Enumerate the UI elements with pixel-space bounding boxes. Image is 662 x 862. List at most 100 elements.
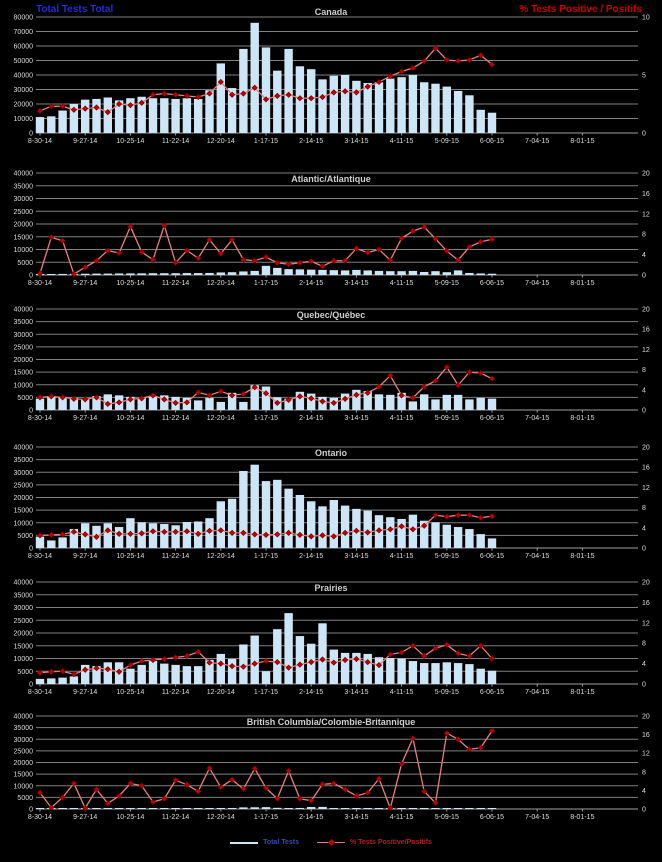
svg-text:10000: 10000 bbox=[14, 520, 34, 527]
legend-percent-positive-label: % Tests Positive/Positifs bbox=[349, 839, 432, 846]
bars-total-tests bbox=[35, 22, 497, 134]
svg-text:12-20-14: 12-20-14 bbox=[207, 138, 235, 145]
bars-total-tests bbox=[35, 265, 497, 275]
svg-text:30000: 30000 bbox=[14, 470, 34, 477]
line-percent-positive bbox=[36, 45, 496, 116]
svg-text:11-22-14: 11-22-14 bbox=[162, 280, 190, 287]
svg-text:5000: 5000 bbox=[17, 533, 33, 540]
svg-text:70000: 70000 bbox=[14, 29, 34, 36]
svg-text:11-22-14: 11-22-14 bbox=[162, 553, 190, 560]
x-axis-labels: 8-30-14 9-27-14 10-25-14 11-22-14 12-20-14 1-… bbox=[28, 410, 595, 422]
svg-text:0: 0 bbox=[642, 273, 646, 280]
svg-text:3-14-15: 3-14-15 bbox=[344, 814, 368, 821]
svg-text:6-06-15: 6-06-15 bbox=[480, 280, 504, 287]
svg-text:35000: 35000 bbox=[14, 319, 34, 326]
svg-text:2-14-15: 2-14-15 bbox=[299, 553, 323, 560]
svg-text:4: 4 bbox=[642, 788, 646, 795]
svg-text:40000: 40000 bbox=[14, 171, 34, 178]
svg-text:30000: 30000 bbox=[14, 605, 34, 612]
svg-text:8-30-14: 8-30-14 bbox=[28, 138, 52, 145]
svg-text:35000: 35000 bbox=[14, 725, 34, 732]
x-axis-labels: 8-30-14 9-27-14 10-25-14 11-22-14 12-20-14 1-… bbox=[28, 684, 595, 696]
svg-text:0: 0 bbox=[29, 682, 33, 689]
svg-text:15000: 15000 bbox=[14, 234, 34, 241]
panel-title-canada: Canada bbox=[314, 7, 348, 17]
diamond-marker-icon bbox=[327, 838, 336, 847]
svg-text:2-14-15: 2-14-15 bbox=[299, 814, 323, 821]
svg-text:20000: 20000 bbox=[14, 102, 34, 109]
x-axis-labels: 8-30-14 9-27-14 10-25-14 11-22-14 12-20-14 1-… bbox=[28, 809, 595, 821]
svg-text:7-04-15: 7-04-15 bbox=[525, 814, 549, 821]
svg-text:5-09-15: 5-09-15 bbox=[435, 280, 459, 287]
panel-title-bc: British Columbia/Colombie-Britannique bbox=[246, 717, 416, 727]
legend-item-total-tests: Total Tests bbox=[230, 839, 299, 846]
left-axis-header: Total Tests Total bbox=[36, 4, 114, 15]
svg-text:16: 16 bbox=[642, 191, 650, 198]
panel-title-prairies: Prairies bbox=[314, 583, 348, 593]
svg-text:3-14-15: 3-14-15 bbox=[344, 280, 368, 287]
svg-text:8-30-14: 8-30-14 bbox=[28, 415, 52, 422]
svg-text:12-20-14: 12-20-14 bbox=[207, 814, 235, 821]
svg-text:5-09-15: 5-09-15 bbox=[435, 415, 459, 422]
right-axis-labels: 20 16 12 8 4 0 bbox=[642, 171, 650, 280]
left-axis-labels: 40000 35000 30000 25000 20000 15000 10000 5000 0 bbox=[14, 580, 34, 689]
svg-text:30000: 30000 bbox=[14, 737, 34, 744]
svg-text:1-17-15: 1-17-15 bbox=[254, 415, 278, 422]
line-percent-positive bbox=[36, 641, 496, 678]
svg-text:9-27-14: 9-27-14 bbox=[73, 138, 97, 145]
svg-text:16: 16 bbox=[642, 465, 650, 472]
gridlines bbox=[36, 308, 638, 411]
svg-text:5000: 5000 bbox=[17, 395, 33, 402]
svg-text:4: 4 bbox=[642, 252, 646, 259]
svg-text:60000: 60000 bbox=[14, 44, 34, 51]
svg-text:2-14-15: 2-14-15 bbox=[299, 415, 323, 422]
svg-text:10-25-14: 10-25-14 bbox=[116, 415, 144, 422]
svg-text:10-25-14: 10-25-14 bbox=[116, 689, 144, 696]
gridlines bbox=[36, 172, 638, 276]
svg-text:7-04-15: 7-04-15 bbox=[525, 689, 549, 696]
right-axis-labels: 10 5 0 bbox=[642, 15, 650, 138]
svg-text:15000: 15000 bbox=[14, 508, 34, 515]
svg-text:4: 4 bbox=[642, 661, 646, 668]
svg-text:8: 8 bbox=[642, 505, 646, 512]
x-axis-labels: 8-30-14 9-27-14 10-25-14 11-22-14 12-20-14 1-… bbox=[28, 275, 595, 287]
panel-title-ontario: Ontario bbox=[314, 448, 347, 458]
svg-text:20: 20 bbox=[642, 580, 650, 587]
svg-text:6-06-15: 6-06-15 bbox=[480, 689, 504, 696]
line-percent-positive bbox=[36, 727, 496, 812]
svg-text:4: 4 bbox=[642, 387, 646, 394]
svg-text:4-11-15: 4-11-15 bbox=[390, 138, 414, 145]
svg-text:0: 0 bbox=[29, 273, 33, 280]
svg-text:0: 0 bbox=[29, 131, 33, 138]
svg-text:0: 0 bbox=[642, 682, 646, 689]
svg-text:0: 0 bbox=[642, 546, 646, 553]
svg-text:0: 0 bbox=[642, 408, 646, 415]
svg-text:4-11-15: 4-11-15 bbox=[390, 689, 414, 696]
total-tests-swatch-icon bbox=[230, 841, 259, 844]
svg-text:11-22-14: 11-22-14 bbox=[162, 814, 190, 821]
svg-text:12: 12 bbox=[642, 211, 650, 218]
svg-text:25000: 25000 bbox=[14, 209, 34, 216]
bars-total-tests bbox=[35, 613, 497, 684]
line-percent-positive bbox=[36, 363, 496, 408]
svg-text:9-27-14: 9-27-14 bbox=[73, 814, 97, 821]
svg-text:30000: 30000 bbox=[14, 196, 34, 203]
left-axis-labels: 40000 35000 30000 25000 20000 15000 10000 5000 0 bbox=[14, 307, 34, 415]
svg-text:25000: 25000 bbox=[14, 344, 34, 351]
svg-text:20000: 20000 bbox=[14, 760, 34, 767]
svg-text:10: 10 bbox=[642, 15, 650, 22]
svg-text:40000: 40000 bbox=[14, 580, 34, 587]
svg-text:10000: 10000 bbox=[14, 656, 34, 663]
svg-text:9-27-14: 9-27-14 bbox=[73, 553, 97, 560]
svg-text:1-17-15: 1-17-15 bbox=[254, 689, 278, 696]
legend-item-percent-positive: % Tests Positive/Positifs bbox=[316, 838, 432, 847]
svg-text:8-30-14: 8-30-14 bbox=[28, 689, 52, 696]
svg-text:0: 0 bbox=[642, 807, 646, 814]
svg-text:5-09-15: 5-09-15 bbox=[435, 138, 459, 145]
svg-text:40000: 40000 bbox=[14, 307, 34, 314]
right-axis-labels: 20 16 12 8 4 0 bbox=[642, 714, 650, 814]
right-axis-labels: 20 16 12 8 4 0 bbox=[642, 445, 650, 553]
svg-text:1-17-15: 1-17-15 bbox=[254, 138, 278, 145]
panel-title-atlantic: Atlantic/Atlantique bbox=[291, 174, 371, 184]
